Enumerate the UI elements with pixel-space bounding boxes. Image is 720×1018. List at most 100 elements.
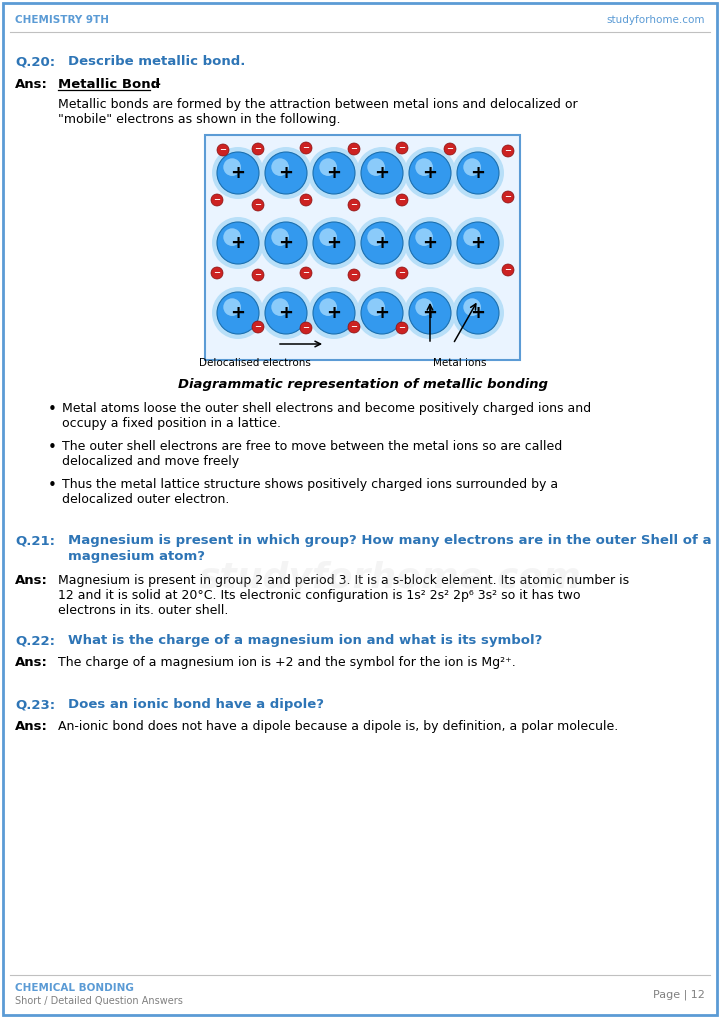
Text: delocalized outer electron.: delocalized outer electron.: [62, 493, 230, 506]
Text: CHEMICAL BONDING: CHEMICAL BONDING: [15, 983, 134, 993]
Circle shape: [348, 199, 360, 211]
Circle shape: [348, 321, 360, 333]
Circle shape: [308, 287, 360, 339]
Circle shape: [265, 292, 307, 334]
Circle shape: [502, 145, 514, 157]
Circle shape: [396, 194, 408, 206]
Text: −: −: [505, 266, 511, 275]
Text: −: −: [302, 269, 310, 278]
Circle shape: [260, 217, 312, 269]
Text: 12 and it is solid at 20°C. Its electronic configuration is 1s² 2s² 2p⁶ 3s² so i: 12 and it is solid at 20°C. Its electron…: [58, 589, 580, 602]
Circle shape: [367, 159, 385, 176]
Text: Diagrammatic representation of metallic bonding: Diagrammatic representation of metallic …: [178, 378, 547, 391]
Text: Magnesium is present in which group? How many electrons are in the outer Shell o: Magnesium is present in which group? How…: [68, 534, 711, 547]
Text: −: −: [398, 144, 405, 153]
Circle shape: [452, 147, 504, 199]
Circle shape: [271, 159, 289, 176]
Circle shape: [348, 269, 360, 281]
Text: −: −: [351, 271, 358, 280]
Circle shape: [348, 143, 360, 155]
Circle shape: [409, 152, 451, 194]
Text: +: +: [423, 304, 438, 322]
Circle shape: [452, 287, 504, 339]
Text: −: −: [302, 324, 310, 333]
Circle shape: [252, 321, 264, 333]
Text: Metal ions: Metal ions: [433, 358, 487, 367]
Circle shape: [217, 222, 259, 264]
Text: +: +: [279, 164, 294, 182]
Text: +: +: [230, 304, 246, 322]
Text: −: −: [398, 324, 405, 333]
Text: +: +: [470, 234, 485, 252]
Circle shape: [313, 292, 355, 334]
Circle shape: [319, 159, 337, 176]
Circle shape: [356, 147, 408, 199]
Text: −: −: [302, 195, 310, 205]
Circle shape: [404, 147, 456, 199]
Text: occupy a fixed position in a lattice.: occupy a fixed position in a lattice.: [62, 417, 281, 430]
Circle shape: [313, 222, 355, 264]
Text: Q.22:: Q.22:: [15, 634, 55, 647]
Text: +: +: [326, 234, 341, 252]
Text: "mobile" electrons as shown in the following.: "mobile" electrons as shown in the follo…: [58, 113, 341, 126]
Text: −: −: [446, 145, 454, 154]
Text: Ans:: Ans:: [15, 78, 48, 91]
Text: +: +: [279, 234, 294, 252]
Circle shape: [452, 217, 504, 269]
Text: −: −: [505, 192, 511, 202]
Text: •: •: [48, 440, 57, 455]
Text: The outer shell electrons are free to move between the metal ions so are called: The outer shell electrons are free to mo…: [62, 440, 562, 453]
Circle shape: [361, 222, 403, 264]
Text: delocalized and move freely: delocalized and move freely: [62, 455, 239, 468]
Circle shape: [415, 228, 433, 246]
Text: Thus the metal lattice structure shows positively charged ions surrounded by a: Thus the metal lattice structure shows p…: [62, 478, 558, 491]
Circle shape: [252, 143, 264, 155]
Text: −: −: [254, 201, 261, 210]
Circle shape: [457, 292, 499, 334]
Circle shape: [415, 298, 433, 316]
Text: +: +: [326, 304, 341, 322]
Text: Magnesium is present in group 2 and period 3. It is a s-block element. Its atomi: Magnesium is present in group 2 and peri…: [58, 574, 629, 587]
Text: −: −: [351, 201, 358, 210]
Text: −: −: [220, 146, 227, 155]
Circle shape: [404, 287, 456, 339]
Text: −: −: [505, 147, 511, 156]
Text: Q.21:: Q.21:: [15, 534, 55, 547]
Text: The charge of a magnesium ion is +2 and the symbol for the ion is Mg²⁺.: The charge of a magnesium ion is +2 and …: [58, 656, 516, 669]
Circle shape: [300, 194, 312, 206]
Text: •: •: [48, 478, 57, 493]
Text: −: −: [254, 145, 261, 154]
Text: Ans:: Ans:: [15, 574, 48, 587]
Text: −: −: [351, 323, 358, 332]
Circle shape: [404, 217, 456, 269]
Circle shape: [361, 152, 403, 194]
Circle shape: [271, 228, 289, 246]
Circle shape: [212, 147, 264, 199]
Circle shape: [463, 228, 481, 246]
Text: +: +: [374, 234, 390, 252]
Circle shape: [356, 287, 408, 339]
Text: +: +: [470, 164, 485, 182]
Circle shape: [260, 147, 312, 199]
Text: electrons in its. outer shell.: electrons in its. outer shell.: [58, 604, 228, 617]
Text: −: −: [254, 271, 261, 280]
Text: An-ionic bond does not have a dipole because a dipole is, by definition, a polar: An-ionic bond does not have a dipole bec…: [58, 720, 618, 733]
Text: Q.20:: Q.20:: [15, 55, 55, 68]
Circle shape: [396, 142, 408, 154]
Text: Page | 12: Page | 12: [653, 989, 705, 1001]
Circle shape: [252, 269, 264, 281]
Circle shape: [223, 228, 241, 246]
Text: +: +: [326, 164, 341, 182]
Circle shape: [356, 217, 408, 269]
Text: Delocalised electrons: Delocalised electrons: [199, 358, 311, 367]
Text: •: •: [48, 402, 57, 417]
Circle shape: [308, 217, 360, 269]
Text: Metallic Bond: Metallic Bond: [58, 78, 160, 91]
Text: :-: :-: [151, 78, 162, 91]
Text: What is the charge of a magnesium ion and what is its symbol?: What is the charge of a magnesium ion an…: [68, 634, 542, 647]
Circle shape: [217, 144, 229, 156]
Circle shape: [223, 159, 241, 176]
Text: +: +: [230, 234, 246, 252]
Text: +: +: [423, 234, 438, 252]
Text: +: +: [374, 304, 390, 322]
